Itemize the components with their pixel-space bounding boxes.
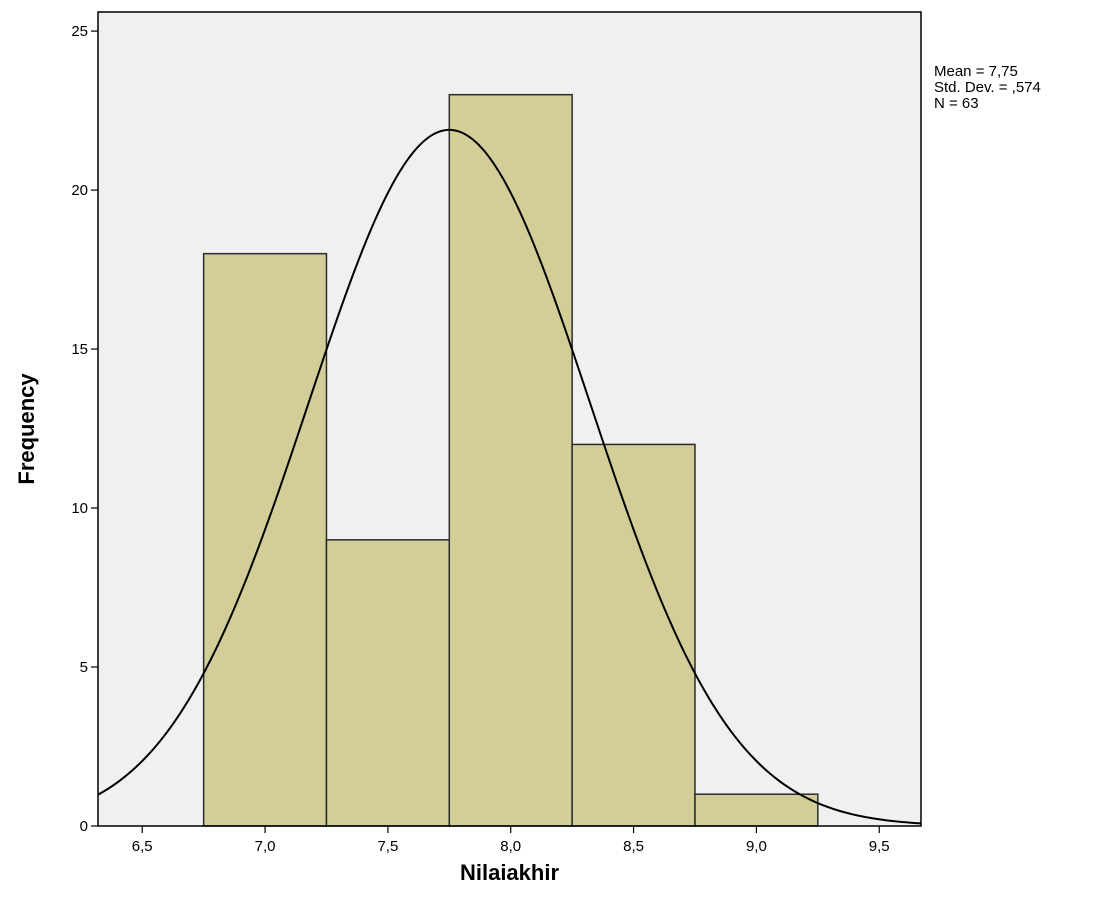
y-tick-label: 25: [71, 23, 88, 40]
histogram-bar-2: [325, 539, 451, 827]
bars-group: [202, 93, 819, 827]
histogram-bar-4: [571, 443, 696, 827]
y-tick-label: 15: [71, 341, 88, 358]
histogram-bar-3: [448, 93, 573, 827]
stat-mean: Mean = 7,75: [934, 63, 1018, 80]
histogram-bar-5: [694, 793, 819, 827]
x-tick-label: 7,5: [377, 838, 398, 855]
stat-std-dev: Std. Dev. = ,574: [934, 79, 1041, 96]
x-tick-label: 9,5: [869, 838, 890, 855]
histogram-bar-1: [202, 252, 328, 827]
x-tick-label: 9,0: [746, 838, 767, 855]
stat-n: N = 63: [934, 95, 979, 112]
stats-box: Mean = 7,75 Std. Dev. = ,574 N = 63: [934, 63, 1041, 112]
normal-curve: [97, 128, 922, 825]
plot-frame: [97, 11, 922, 827]
y-tick-label: 5: [80, 659, 88, 676]
x-tick-label: 8,5: [623, 838, 644, 855]
x-tick-label: 6,5: [132, 838, 153, 855]
y-tick-label: 0: [80, 818, 88, 835]
y-tick-label: 20: [71, 182, 88, 199]
y-axis-title: Frequency: [14, 373, 39, 485]
axes-group: 0 5 10 15 20 25 6,5 7,0 7,5 8,0 8,5 9,0 9,5: [71, 23, 889, 855]
x-tick-label: 8,0: [500, 838, 521, 855]
x-axis-title: Nilaiakhir: [460, 860, 559, 885]
x-tick-label: 7,0: [255, 838, 276, 855]
y-tick-label: 10: [71, 500, 88, 517]
